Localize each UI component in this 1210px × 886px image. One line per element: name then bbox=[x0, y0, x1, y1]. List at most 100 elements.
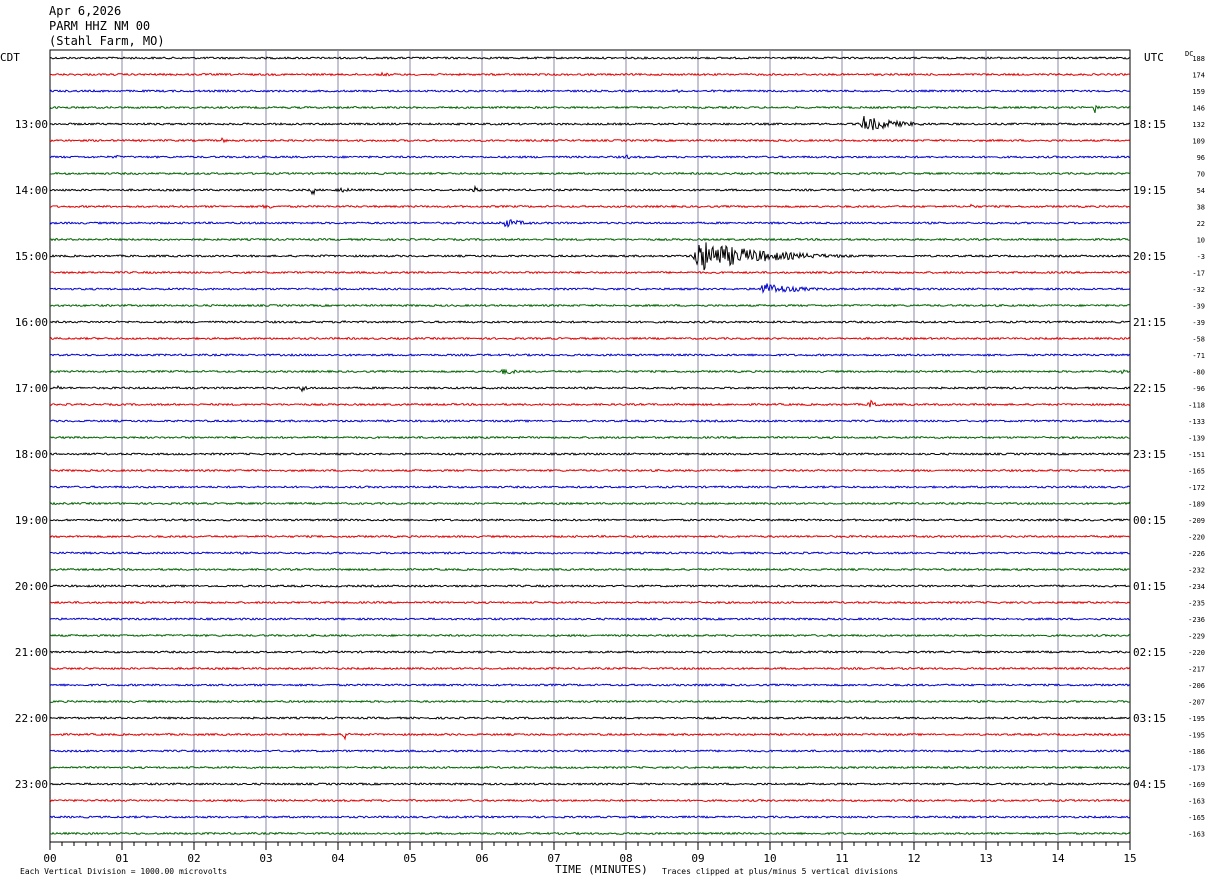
axis-labels: CDT UTC DC TIME (MINUTES) 00 01 02 03 04 05 06… bbox=[0, 50, 1205, 876]
x-tick-label: 12 bbox=[907, 852, 920, 865]
dc-offset-label: 10 bbox=[1197, 237, 1205, 245]
vertical-division-note: Each Vertical Division = 1000.00 microvo… bbox=[20, 867, 228, 876]
right-hour-label: 21:15 bbox=[1133, 316, 1166, 329]
x-tick-label: 08 bbox=[619, 852, 632, 865]
dc-offset-label: -151 bbox=[1188, 451, 1205, 459]
dc-offset-label: -118 bbox=[1188, 402, 1205, 410]
x-tick-label: 07 bbox=[547, 852, 560, 865]
right-hour-label: 22:15 bbox=[1133, 382, 1166, 395]
dc-offset-label: -96 bbox=[1192, 385, 1205, 393]
right-hour-label: 23:15 bbox=[1133, 448, 1166, 461]
seismic-trace-row bbox=[49, 237, 1131, 242]
x-tick-label: 15 bbox=[1123, 852, 1136, 865]
left-hour-label: 14:00 bbox=[15, 184, 48, 197]
dc-offset-label: -163 bbox=[1188, 831, 1205, 839]
right-hour-label: 20:15 bbox=[1133, 250, 1166, 263]
right-hour-label: 04:15 bbox=[1133, 778, 1166, 791]
seismic-trace-row bbox=[49, 765, 1131, 770]
seismic-trace-row bbox=[49, 501, 1131, 506]
left-timezone-label: CDT bbox=[0, 51, 20, 64]
dc-offset-label: -195 bbox=[1188, 732, 1205, 740]
dc-offset-label: 146 bbox=[1192, 105, 1205, 113]
seismic-trace-row bbox=[49, 242, 1131, 271]
clip-note: Traces clipped at plus/minus 5 vertical … bbox=[662, 867, 899, 876]
dc-offset-label: -236 bbox=[1188, 616, 1205, 624]
seismic-trace-row bbox=[49, 798, 1131, 803]
seismic-trace-row bbox=[49, 56, 1131, 60]
x-tick-label: 04 bbox=[331, 852, 345, 865]
seismic-trace-row bbox=[49, 468, 1131, 473]
dc-offset-label: 174 bbox=[1192, 72, 1205, 80]
x-tick-label: 03 bbox=[259, 852, 272, 865]
left-hour-label: 22:00 bbox=[15, 712, 48, 725]
x-tick-label: 10 bbox=[763, 852, 776, 865]
x-tick-label: 05 bbox=[403, 852, 416, 865]
seismic-trace-row bbox=[49, 452, 1131, 456]
dc-offset-label: -195 bbox=[1188, 715, 1205, 723]
seismic-trace-row bbox=[49, 815, 1131, 819]
grid bbox=[49, 49, 1131, 850]
plot-frame bbox=[49, 49, 1131, 843]
dc-offset-label: -163 bbox=[1188, 798, 1205, 806]
dc-offset-label: 38 bbox=[1197, 204, 1205, 212]
seismic-traces bbox=[49, 56, 1131, 836]
dc-offset-label: 132 bbox=[1192, 121, 1205, 129]
seismic-trace-row bbox=[49, 320, 1131, 324]
seismic-trace-row bbox=[49, 617, 1131, 621]
seismic-trace-row bbox=[49, 353, 1131, 357]
dc-offset-label: -220 bbox=[1188, 649, 1205, 657]
dc-offset-label: -209 bbox=[1188, 517, 1205, 525]
dc-offset-label: -220 bbox=[1188, 534, 1205, 542]
right-hour-label: 00:15 bbox=[1133, 514, 1166, 527]
right-timezone-label: UTC bbox=[1144, 51, 1164, 64]
seismic-trace-row bbox=[49, 270, 1131, 275]
dc-offset-label: -80 bbox=[1192, 369, 1205, 377]
dc-offset-label: -165 bbox=[1188, 814, 1205, 822]
dc-offset-label: -186 bbox=[1188, 748, 1205, 756]
x-tick-label: 13 bbox=[979, 852, 992, 865]
seismic-trace-row bbox=[49, 203, 1131, 210]
x-tick-label: 02 bbox=[187, 852, 200, 865]
seismic-trace-row bbox=[49, 782, 1131, 786]
dc-offset-label: -39 bbox=[1192, 319, 1205, 327]
dc-offset-label: -39 bbox=[1192, 303, 1205, 311]
dc-offset-label: -165 bbox=[1188, 468, 1205, 476]
seismic-trace-row bbox=[49, 88, 1131, 94]
dc-offset-label: -71 bbox=[1192, 352, 1205, 360]
x-tick-label: 11 bbox=[835, 852, 848, 865]
station-location: (Stahl Farm, MO) bbox=[49, 34, 165, 48]
dc-offset-label: -217 bbox=[1188, 666, 1205, 674]
seismic-trace-row bbox=[49, 749, 1131, 753]
right-hour-label: 01:15 bbox=[1133, 580, 1166, 593]
dc-offset-label: 109 bbox=[1192, 138, 1205, 146]
seismic-trace-row bbox=[49, 303, 1131, 308]
left-hour-label: 15:00 bbox=[15, 250, 48, 263]
seismic-trace-row bbox=[49, 104, 1131, 114]
seismic-trace-row bbox=[49, 584, 1131, 588]
left-hour-label: 21:00 bbox=[15, 646, 48, 659]
left-hour-label: 20:00 bbox=[15, 580, 48, 593]
seismic-trace-row bbox=[49, 732, 1131, 741]
x-tick-label: 01 bbox=[115, 852, 128, 865]
left-hour-label: 13:00 bbox=[15, 118, 48, 131]
x-tick-label: 00 bbox=[43, 852, 56, 865]
dc-offset-label: 70 bbox=[1197, 171, 1205, 179]
dc-header-label: DC bbox=[1185, 50, 1193, 58]
seismic-trace-row bbox=[49, 115, 1131, 131]
seismic-trace-row bbox=[49, 650, 1131, 654]
right-hour-label: 19:15 bbox=[1133, 184, 1166, 197]
right-hour-label: 03:15 bbox=[1133, 712, 1166, 725]
seismic-trace-row bbox=[49, 71, 1131, 77]
right-hour-label: 02:15 bbox=[1133, 646, 1166, 659]
seismic-trace-row bbox=[49, 551, 1131, 555]
seismic-trace-row bbox=[49, 831, 1131, 836]
seismic-trace-row bbox=[49, 384, 1131, 393]
seismic-trace-row bbox=[49, 534, 1131, 539]
station-code: PARM HHZ NM 00 bbox=[49, 19, 151, 33]
left-hour-label: 23:00 bbox=[15, 778, 48, 791]
dc-offset-label: -169 bbox=[1188, 781, 1205, 789]
left-hour-label: 16:00 bbox=[15, 316, 48, 329]
left-hour-label: 19:00 bbox=[15, 514, 48, 527]
dc-offset-label: -133 bbox=[1188, 418, 1205, 426]
